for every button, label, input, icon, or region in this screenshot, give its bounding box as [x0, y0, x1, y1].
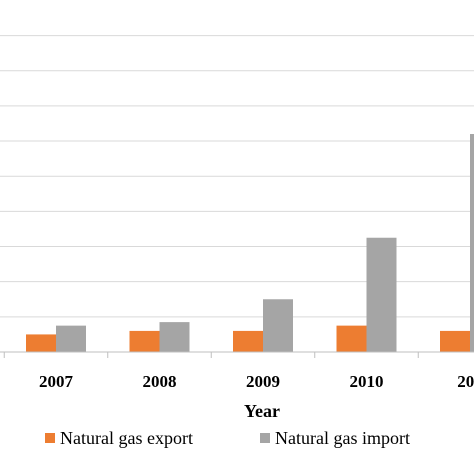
bars [26, 134, 474, 352]
x-tick-label: 201 [457, 372, 474, 391]
bar-export-2010 [336, 325, 367, 352]
x-tick-label: 2010 [350, 372, 384, 391]
legend: Natural gas export Natural gas import [45, 428, 410, 448]
bar-import-2008 [159, 322, 190, 352]
bar-import-2009 [263, 299, 293, 352]
bar-export-201 [440, 330, 470, 352]
x-tick-labels: 2007 2008 2009 2010 201 [39, 372, 474, 391]
bar-import-2010 [366, 237, 397, 352]
legend-label-export: Natural gas export [60, 428, 193, 448]
legend-label-import: Natural gas import [275, 428, 410, 448]
bar-export-2009 [233, 330, 263, 352]
x-tick-label: 2007 [39, 372, 74, 391]
bar-export-2007 [26, 334, 56, 352]
x-tick-label: 2009 [246, 372, 280, 391]
x-axis-ticks [3, 352, 419, 358]
x-axis-title: Year [244, 401, 280, 421]
gridlines [0, 35, 474, 318]
bar-export-2008 [129, 330, 160, 352]
legend-swatch-import [260, 433, 270, 443]
legend-swatch-export [45, 433, 55, 443]
x-tick-label: 2008 [143, 372, 177, 391]
bar-import-201 [470, 134, 474, 352]
bar-import-2007 [56, 325, 86, 352]
